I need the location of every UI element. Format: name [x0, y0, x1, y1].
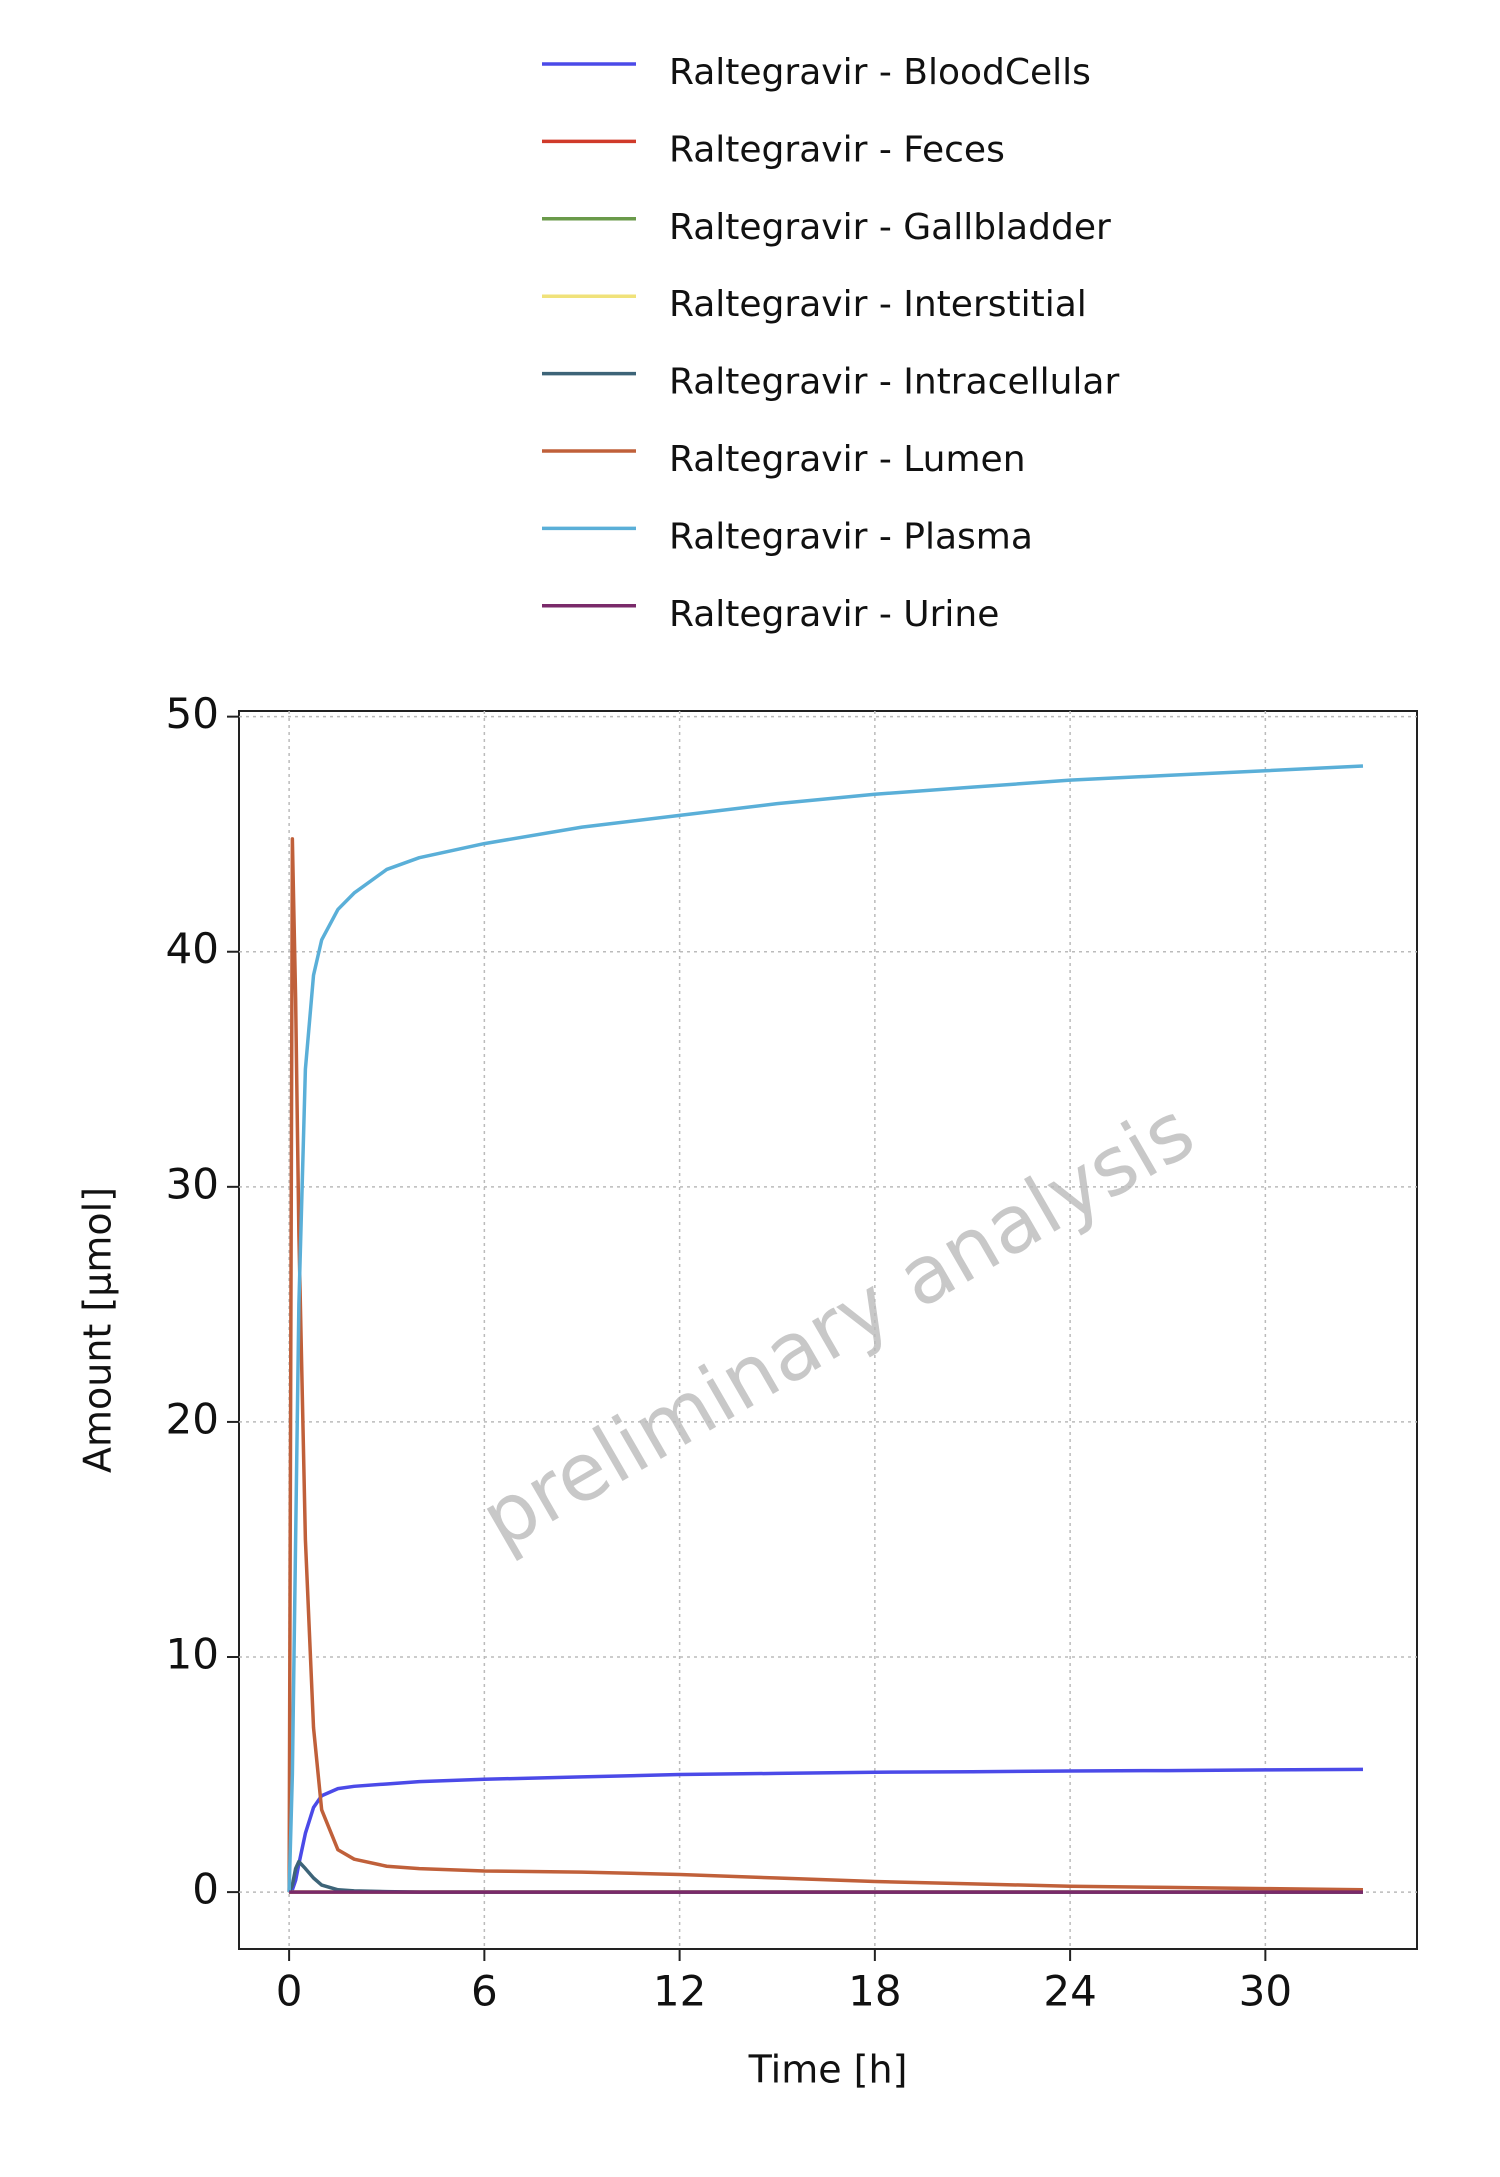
x-tick-label: 0: [276, 1967, 303, 2016]
y-tick-label: 40: [166, 924, 219, 973]
y-axis-label: Amount [µmol]: [76, 1187, 120, 1473]
x-tick-label: 6: [471, 1967, 498, 2016]
legend-text: Raltegravir - Urine: [669, 594, 999, 635]
legend-text: Raltegravir - BloodCells: [669, 52, 1091, 93]
legend-text: Raltegravir - Gallbladder: [669, 207, 1111, 248]
x-tick-label: 18: [848, 1967, 901, 2016]
y-tick-label: 0: [192, 1865, 219, 1914]
legend-text: Raltegravir - Feces: [669, 129, 1005, 170]
x-tick-label: 30: [1239, 1967, 1292, 2016]
series-line: [287, 764, 1364, 1893]
watermark: preliminary analysis: [465, 1084, 1209, 1567]
legend-text: Raltegravir - Interstitial: [669, 284, 1087, 325]
x-tick-label: 12: [653, 1967, 706, 2016]
x-tick-label: 24: [1043, 1967, 1096, 2016]
legend-text: Raltegravir - Lumen: [669, 439, 1026, 480]
x-axis-label: Time [h]: [748, 2048, 908, 2092]
legend-text: Raltegravir - Plasma: [669, 516, 1033, 557]
plot-frame: [238, 710, 1418, 1950]
y-tick-label: 30: [166, 1159, 219, 1208]
y-tick-label: 10: [166, 1630, 219, 1679]
y-tick-label: 50: [166, 689, 219, 738]
series-line: [287, 837, 1364, 1893]
legend-text: Raltegravir - Intracellular: [669, 362, 1119, 403]
y-tick-label: 20: [166, 1394, 219, 1443]
series-line: [288, 1767, 1363, 1894]
